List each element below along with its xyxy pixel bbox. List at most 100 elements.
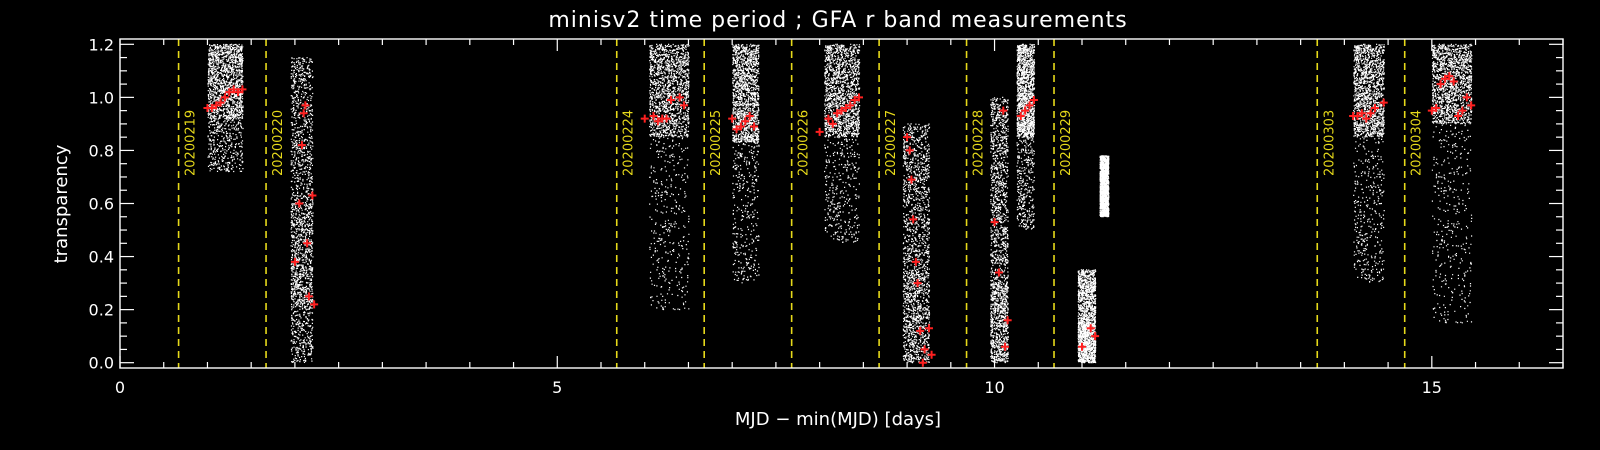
median-point	[290, 257, 299, 266]
median-point	[841, 103, 850, 112]
median-point	[310, 300, 319, 309]
median-point	[909, 215, 918, 224]
median-point	[297, 141, 306, 150]
median-point	[216, 98, 225, 107]
median-point	[1462, 93, 1471, 102]
median-point	[662, 114, 671, 123]
median-point	[1025, 101, 1034, 110]
night-marker-label: 20200225	[709, 110, 724, 176]
median-point	[1366, 109, 1375, 118]
night-markers: 20200219 20200220 20200224 20200225 20200226…	[177, 39, 1425, 368]
y-tick-label: 0.6	[89, 195, 114, 214]
median-point	[903, 133, 912, 142]
measurement-cluster	[1077, 269, 1097, 364]
measurement-cluster	[990, 96, 1009, 364]
x-tick-label: 10	[984, 378, 1004, 397]
median-point	[303, 239, 312, 248]
median-point	[1357, 109, 1366, 118]
y-tick-label: 0.0	[89, 354, 114, 373]
night-marker-label: 20200219	[184, 110, 199, 176]
x-axis-label: MJD − min(MJD) [days]	[735, 409, 941, 430]
y-tick-label: 0.8	[89, 141, 114, 160]
median-point	[990, 218, 999, 227]
median-point	[728, 114, 737, 123]
median-point	[1003, 316, 1012, 325]
median-point	[234, 88, 243, 97]
median-point	[308, 191, 317, 200]
median-point	[225, 88, 234, 97]
median-point	[1449, 77, 1458, 86]
median-point	[1362, 114, 1371, 123]
y-tick-label: 0.2	[89, 301, 114, 320]
night-marker-label: 20200226	[797, 110, 812, 176]
y-axis-label: transparency	[51, 144, 72, 263]
median-point	[680, 101, 689, 110]
measurement-cluster	[1431, 43, 1473, 324]
median-point	[918, 358, 927, 367]
median-point	[640, 114, 649, 123]
median-point	[911, 257, 920, 266]
median-point	[1445, 72, 1454, 81]
measurement-points	[1099, 155, 1110, 218]
median-point	[736, 122, 745, 131]
median-point	[653, 117, 662, 126]
median-point	[304, 292, 313, 301]
night-marker-label: 20200228	[972, 110, 987, 176]
night-marker-label: 20200229	[1059, 110, 1074, 176]
median-point	[220, 93, 229, 102]
median-point	[837, 106, 846, 115]
median-point	[815, 127, 824, 136]
median-point	[1436, 80, 1445, 89]
median-point	[999, 106, 1008, 115]
median-point	[850, 96, 859, 105]
median-point	[1432, 103, 1441, 112]
median-point	[824, 114, 833, 123]
y-tick-label: 1.2	[89, 35, 114, 54]
measurement-points	[290, 57, 314, 363]
median-point	[675, 93, 684, 102]
median-point	[1021, 106, 1030, 115]
median-point	[907, 175, 916, 184]
median-point	[1091, 332, 1100, 341]
x-tick-label: 0	[115, 378, 125, 397]
measurement-cluster	[824, 43, 861, 243]
median-point	[1086, 324, 1095, 333]
median-point	[1427, 106, 1436, 115]
measurement-cluster	[1353, 43, 1385, 283]
measurement-points	[1353, 43, 1385, 283]
median-point	[846, 101, 855, 110]
measurement-points	[902, 123, 931, 364]
measurement-cluster	[290, 57, 314, 363]
median-point	[924, 324, 933, 333]
measurement-points	[824, 43, 861, 243]
median-point	[1454, 111, 1463, 120]
x-tick-label: 15	[1422, 378, 1442, 397]
median-point	[1078, 342, 1086, 351]
axes: 0 5 10 15 0.0 0.2 0.4 0.6 0.8 1.0 1.2	[89, 35, 1564, 397]
median-point	[920, 345, 929, 354]
measurement-cluster	[732, 43, 760, 284]
median-point	[299, 109, 308, 118]
x-tick-label: 5	[552, 378, 562, 397]
plot-content	[203, 43, 1476, 367]
measurement-points	[1431, 43, 1473, 324]
median-point	[916, 326, 925, 335]
median-point	[301, 101, 310, 110]
y-tick-label: 0.4	[89, 248, 114, 267]
median-point	[666, 96, 675, 105]
median-point	[238, 85, 247, 94]
median-point	[1467, 101, 1476, 110]
median-point	[1379, 98, 1388, 107]
measurement-points	[1016, 43, 1036, 230]
median-point	[1029, 96, 1038, 105]
median-point	[649, 111, 658, 120]
measurement-points	[990, 96, 1009, 364]
night-marker-label: 20200303	[1322, 110, 1337, 176]
median-point	[1001, 342, 1010, 351]
measurement-points	[732, 43, 760, 284]
median-point	[1016, 111, 1025, 120]
y-tick-label: 1.0	[89, 88, 114, 107]
night-marker-label: 20200227	[884, 110, 899, 176]
median-point	[1353, 111, 1362, 120]
